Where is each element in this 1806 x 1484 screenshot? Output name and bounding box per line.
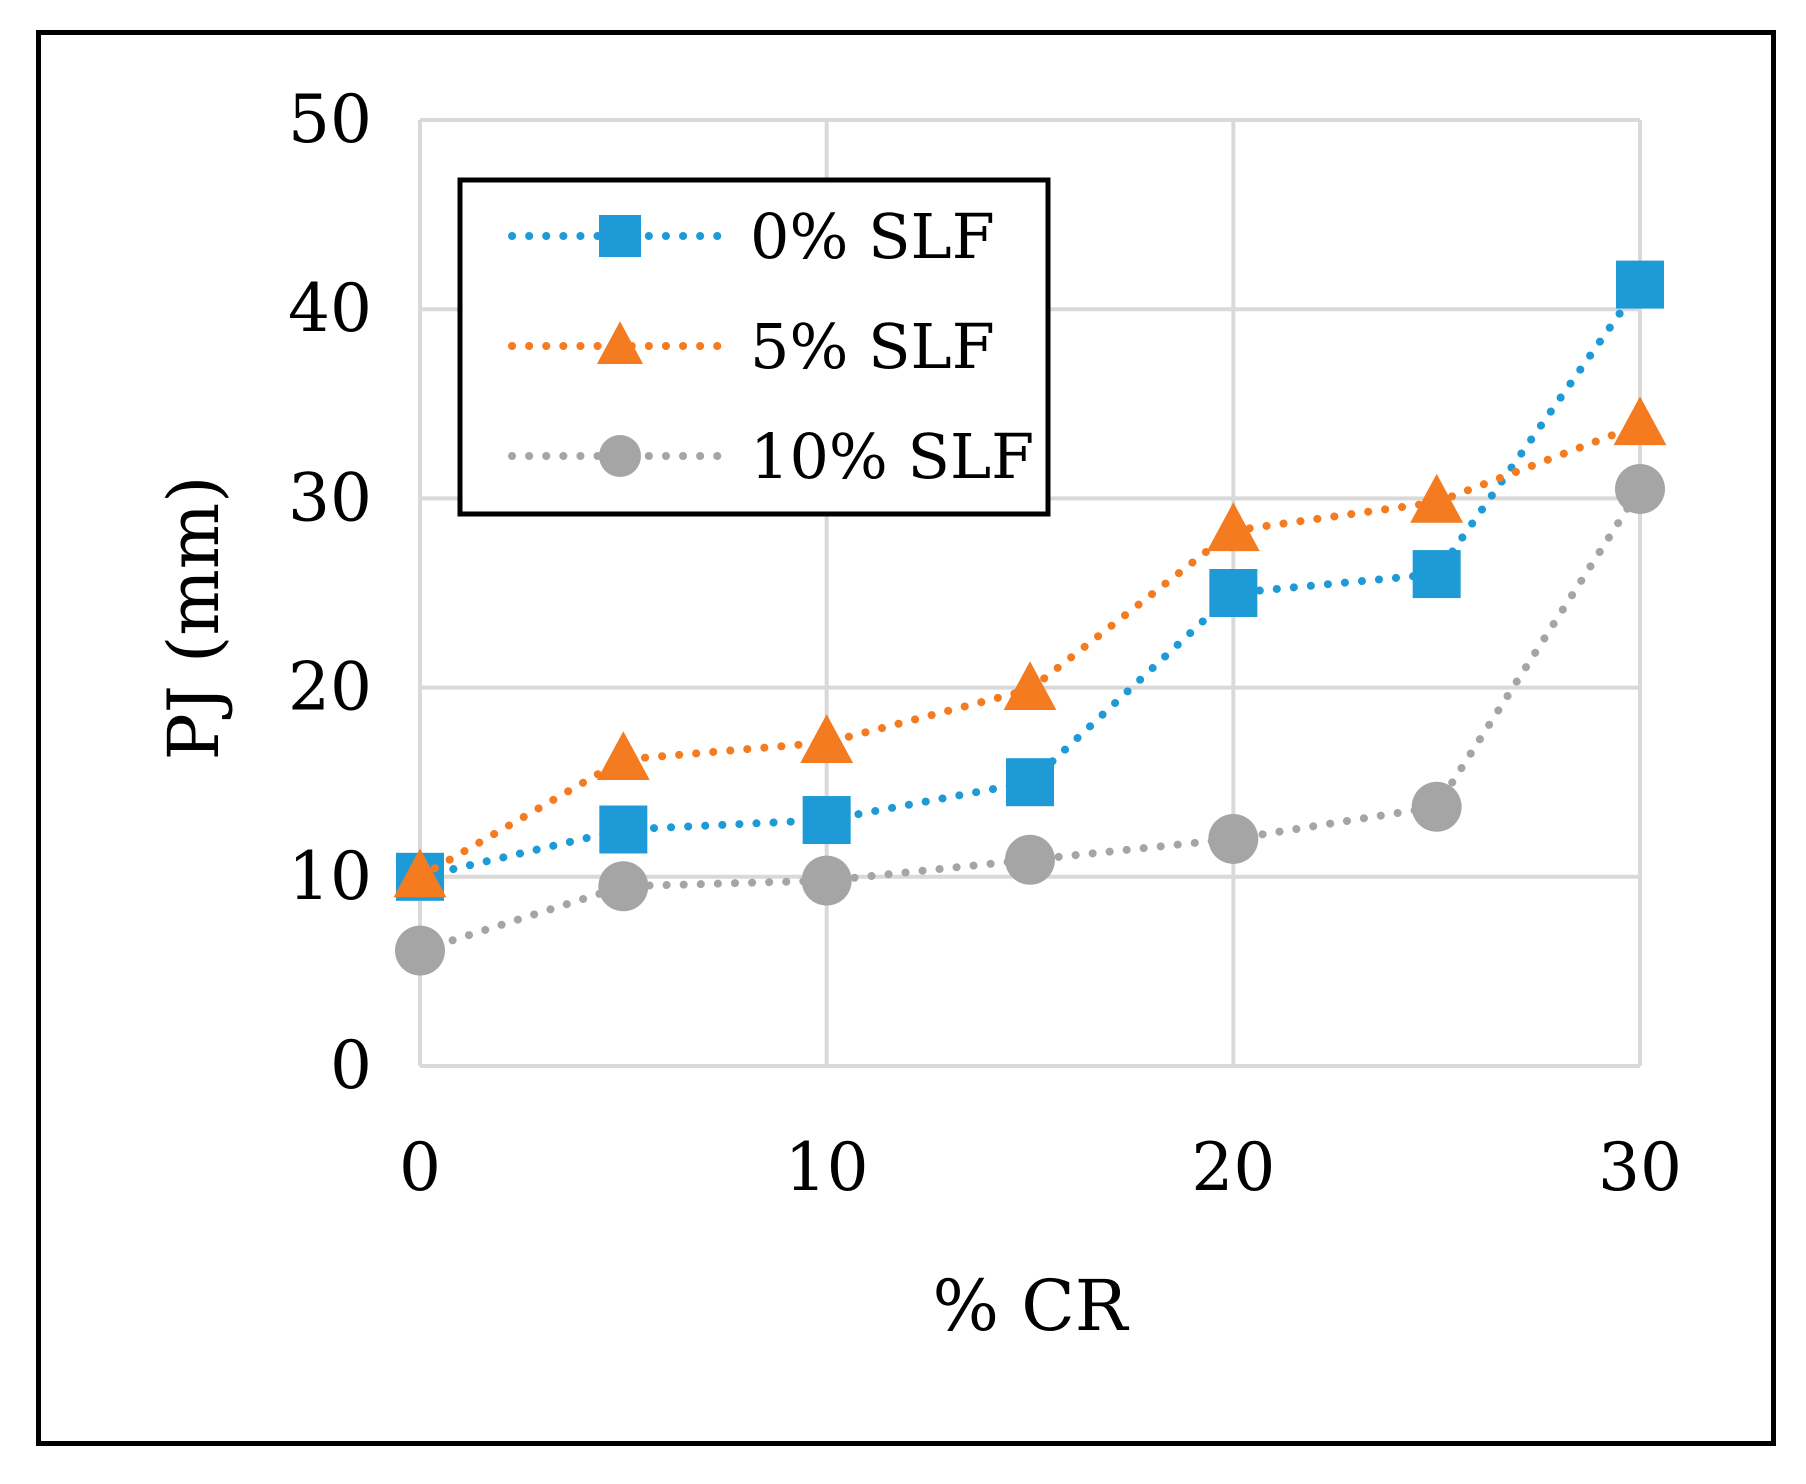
x-tick-label-20: 20	[1191, 1129, 1275, 1206]
legend-label-0-slf: 0% SLF	[750, 200, 995, 273]
y-tick-label-50: 50	[288, 81, 372, 158]
data-point-5-slf-10	[800, 714, 854, 763]
series-10-slf	[395, 463, 1665, 976]
data-point-5-slf-0	[393, 848, 447, 898]
data-point-0-slf-25	[1412, 550, 1461, 599]
legend-entry-10-slf: 10% SLF	[508, 420, 1034, 493]
series-5-slf	[393, 396, 1667, 898]
data-point-10-slf-25	[1411, 781, 1462, 832]
data-point-10-slf-15	[1005, 834, 1055, 885]
legend-label-10-slf: 10% SLF	[750, 420, 1034, 493]
legend-entry-0-slf: 0% SLF	[508, 200, 995, 273]
x-tick-label-10: 10	[785, 1129, 869, 1206]
legend-entry-5-slf: 5% SLF	[508, 310, 995, 383]
y-tick-label-20: 20	[288, 649, 372, 726]
x-tick-label-0: 0	[399, 1129, 441, 1206]
y-tick-label-0: 0	[330, 1027, 372, 1104]
data-point-5-slf-15	[1003, 661, 1057, 711]
data-point-10-slf-20	[1208, 813, 1259, 864]
y-axis-title: PJ (mm)	[153, 476, 235, 761]
data-point-10-slf-5	[598, 861, 649, 912]
data-point-5-slf-5	[596, 731, 650, 781]
y-tick-label-40: 40	[288, 270, 372, 347]
data-point-0-slf-10	[802, 796, 851, 845]
legend-marker-10-slf	[599, 435, 641, 477]
y-tick-label-10: 10	[288, 838, 372, 915]
data-point-10-slf-30	[1615, 463, 1665, 514]
data-point-0-slf-15	[1006, 758, 1054, 807]
axis-layer: 0 10 20 30 40 50 0 10 20 30	[288, 81, 1682, 1206]
data-point-5-slf-20	[1206, 502, 1260, 552]
legend-marker-5-slf	[596, 321, 644, 364]
data-point-0-slf-5	[599, 805, 648, 854]
data-point-5-slf-30	[1613, 396, 1667, 446]
legend-marker-0-slf	[599, 215, 641, 257]
data-point-0-slf-30	[1616, 260, 1664, 309]
series-layer	[393, 260, 1667, 976]
data-point-10-slf-0	[395, 925, 445, 976]
data-point-5-slf-25	[1410, 473, 1464, 523]
x-axis-title: % CR	[932, 1265, 1129, 1347]
legend-label-5-slf: 5% SLF	[750, 310, 995, 383]
data-point-10-slf-10	[801, 855, 852, 906]
legend-box	[457, 177, 1051, 517]
chart-legend: 0% SLF 5% SLF 10% SLF	[457, 177, 1051, 517]
y-tick-label-30: 30	[288, 459, 372, 536]
data-point-0-slf-20	[1209, 569, 1258, 617]
x-tick-label-30: 30	[1598, 1129, 1682, 1206]
